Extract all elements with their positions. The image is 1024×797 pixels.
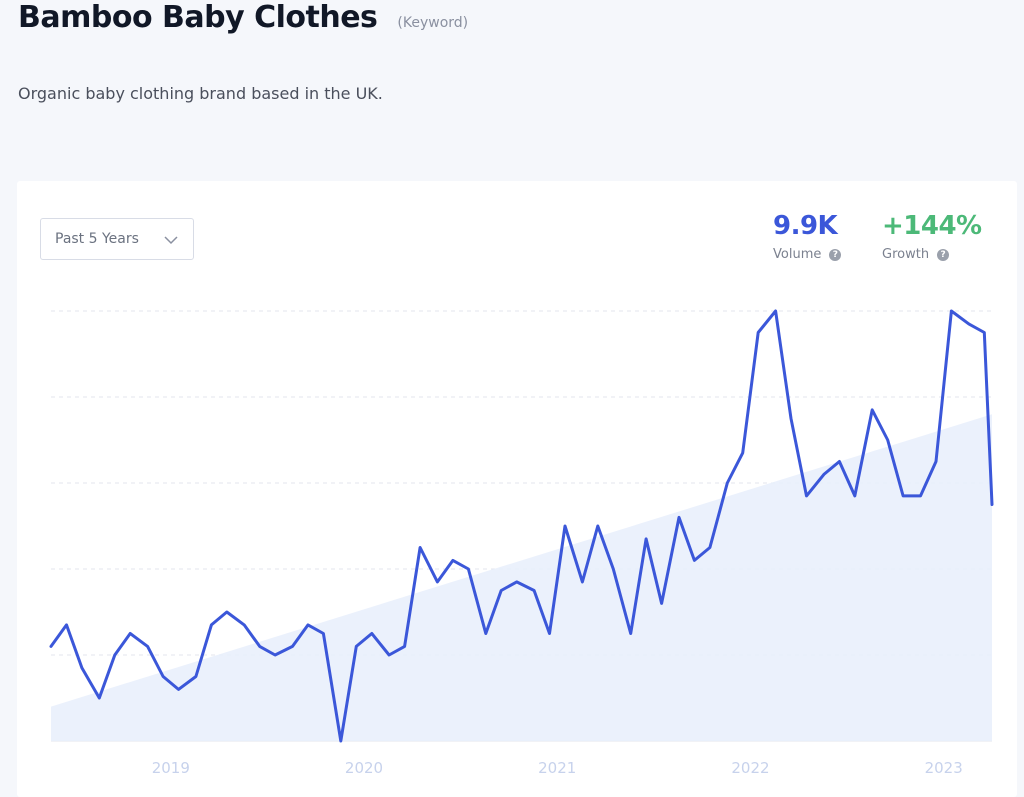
- x-tick-label: 2021: [538, 759, 576, 777]
- time-range-dropdown[interactable]: Past 5 Years: [40, 218, 194, 260]
- volume-metric: 9.9K Volume ?: [773, 211, 842, 262]
- page-title: Bamboo Baby Clothes: [18, 0, 378, 35]
- time-range-label: Past 5 Years: [55, 231, 139, 247]
- growth-metric: +144% Growth ?: [882, 211, 982, 262]
- volume-value: 9.9K: [773, 211, 838, 241]
- growth-value: +144%: [882, 211, 982, 241]
- page-header: Bamboo Baby Clothes (Keyword): [18, 0, 468, 35]
- keyword-type-tag: (Keyword): [397, 15, 469, 31]
- volume-label: Volume: [773, 247, 822, 262]
- x-tick-label: 2020: [345, 759, 383, 777]
- trend-chart: 2019 2020 2021 2022 2023: [49, 309, 994, 777]
- trend-chart-card: 2019 2020 2021 2022 2023 Past 5 Years 9.9K V…: [17, 181, 1017, 797]
- x-tick-label: 2022: [731, 759, 769, 777]
- x-tick-label: 2019: [152, 759, 190, 777]
- question-circle-icon[interactable]: ?: [829, 248, 842, 261]
- search-volume-line: [49, 309, 994, 743]
- chevron-down-icon: [163, 232, 179, 252]
- x-axis-ticks: 2019 2020 2021 2022 2023: [152, 759, 963, 777]
- page-description: Organic baby clothing brand based in the…: [18, 84, 383, 103]
- question-circle-icon[interactable]: ?: [937, 248, 950, 261]
- trend-area: [51, 414, 992, 741]
- x-tick-label: 2023: [925, 759, 963, 777]
- growth-label: Growth: [882, 247, 930, 262]
